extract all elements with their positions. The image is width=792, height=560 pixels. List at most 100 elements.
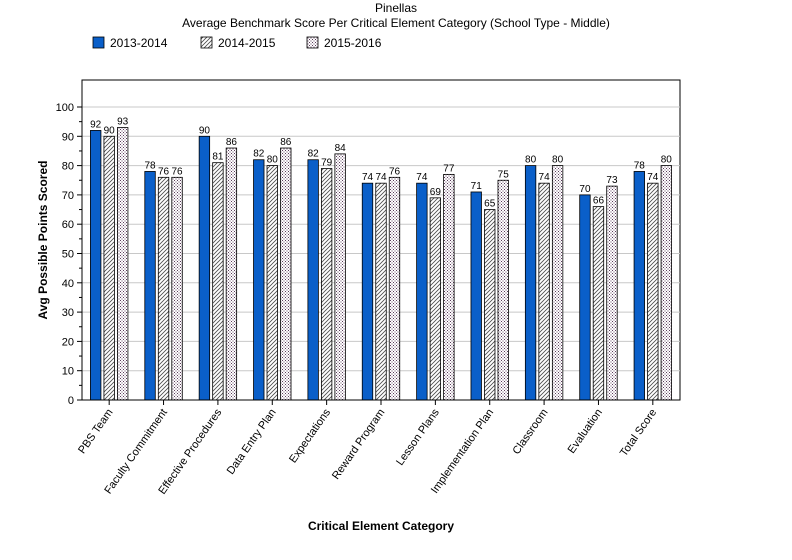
data-label: 74 (647, 172, 659, 183)
data-label: 76 (158, 166, 170, 177)
y-tick-label: 70 (62, 190, 74, 202)
legend-swatch (200, 36, 213, 49)
y-tick-label: 80 (62, 161, 74, 173)
chart-title: Pinellas (375, 1, 417, 15)
bar (497, 179, 509, 401)
data-label: 86 (226, 137, 238, 148)
legend: 2013-2014 2014-2015 2015-2016 (92, 36, 382, 50)
x-tick-label: Faculty Commitment (102, 407, 170, 497)
x-tick-label: Evaluation (566, 407, 605, 456)
bar (280, 147, 292, 401)
bar (416, 182, 428, 401)
data-label: 78 (144, 160, 156, 171)
bar (579, 194, 591, 401)
x-tick-label: Effective Procedures (156, 406, 224, 496)
data-label: 84 (335, 143, 347, 154)
data-label: 66 (593, 196, 605, 207)
data-label: 78 (634, 160, 646, 171)
data-label: 65 (484, 199, 496, 210)
y-tick-label: 90 (62, 131, 74, 143)
data-label: 70 (579, 184, 591, 195)
bar (334, 153, 346, 401)
bar (266, 165, 278, 401)
data-label: 80 (552, 155, 564, 166)
y-tick-label: 30 (62, 307, 74, 319)
bar (320, 168, 333, 401)
data-label: 80 (661, 155, 673, 166)
data-label: 73 (606, 175, 618, 186)
data-label: 86 (280, 137, 292, 148)
data-label: 81 (212, 152, 224, 163)
bar (375, 182, 387, 401)
x-axis-label: Critical Element Category (308, 519, 454, 533)
data-label: 93 (117, 117, 129, 128)
x-tick-label: Classroom (511, 407, 551, 457)
data-label: 69 (430, 187, 442, 198)
y-tick-label: 20 (62, 336, 74, 348)
data-label: 77 (443, 163, 455, 174)
y-tick-label: 40 (62, 278, 74, 290)
y-axis-label: Avg Possible Points Scored (36, 161, 50, 320)
bar (470, 191, 482, 401)
bar (538, 182, 550, 401)
bar (103, 135, 115, 401)
data-label: 90 (199, 125, 211, 136)
bar (443, 173, 455, 401)
data-label: 82 (253, 149, 265, 160)
x-tick-label: Implementation Plan (429, 407, 496, 496)
y-tick-label: 50 (62, 249, 74, 261)
bar (660, 165, 672, 401)
bar (388, 176, 401, 401)
legend-label: 2013-2014 (110, 36, 168, 50)
bar (144, 171, 156, 401)
bar (171, 176, 183, 401)
y-tick-label: 0 (68, 395, 74, 407)
data-label: 74 (416, 172, 428, 183)
x-tick-label: Lesson Plans (394, 406, 442, 467)
bar (429, 197, 442, 401)
bar (606, 185, 618, 401)
bar (90, 130, 102, 401)
data-label: 92 (90, 119, 102, 130)
legend-swatch (306, 36, 319, 49)
bar (361, 182, 374, 401)
bar (253, 159, 265, 401)
data-label: 74 (539, 172, 551, 183)
y-axis: 0 10 20 30 40 50 60 70 80 90 100 (56, 80, 83, 407)
y-tick-label: 10 (62, 366, 74, 378)
bar (592, 206, 605, 401)
bar (117, 127, 129, 401)
bar (157, 176, 170, 401)
bar (484, 209, 496, 401)
bar (524, 165, 537, 401)
y-tick-label: 100 (56, 102, 74, 114)
x-tick-label: Data Entry Plan (225, 407, 279, 477)
x-tick-label: Expectations (287, 406, 333, 465)
legend-swatch (92, 36, 105, 49)
data-label: 71 (471, 181, 483, 192)
legend-label: 2014-2015 (218, 36, 276, 50)
data-label: 80 (525, 155, 537, 166)
data-label: 90 (104, 125, 116, 136)
y-tick-label: 60 (62, 219, 74, 231)
bar (307, 159, 319, 401)
x-tick-label: Total Score (618, 407, 659, 459)
bar (647, 182, 659, 401)
bar (225, 147, 238, 401)
data-label: 82 (308, 149, 320, 160)
x-tick-label: PBS Team (76, 407, 116, 456)
x-tick-label: Reward Program (330, 407, 388, 482)
data-label: 74 (375, 172, 387, 183)
data-label: 75 (498, 169, 510, 180)
data-label: 76 (389, 166, 401, 177)
data-label: 76 (171, 166, 183, 177)
data-label: 74 (362, 172, 374, 183)
chart-subtitle: Average Benchmark Score Per Critical Ele… (182, 16, 610, 30)
bar (198, 135, 211, 401)
legend-label: 2015-2016 (324, 36, 382, 50)
data-label: 80 (267, 155, 279, 166)
bar (633, 171, 645, 401)
